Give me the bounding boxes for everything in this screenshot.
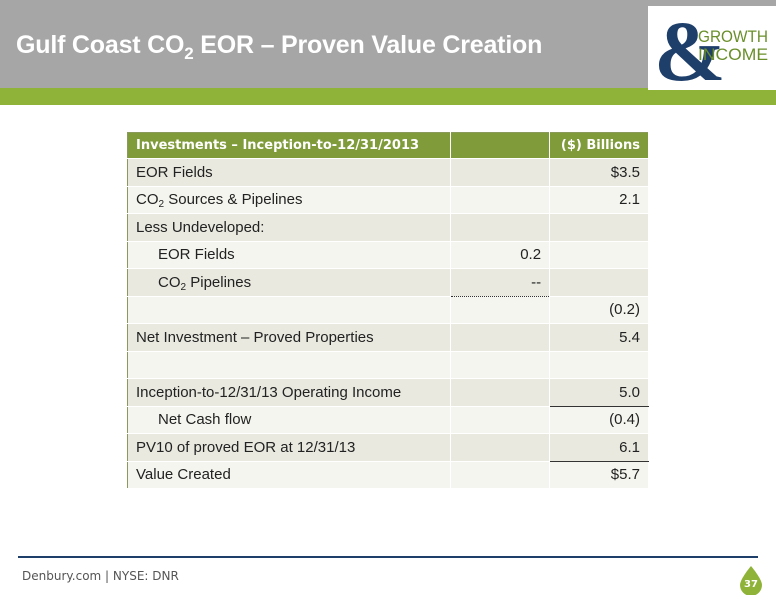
row-label-part: CO (158, 273, 181, 291)
table-header-row: Investments – Inception-to-12/31/2013 ($… (127, 132, 649, 159)
row-value: (0.4) (549, 406, 649, 434)
row-mid-value (450, 158, 551, 187)
row-label: Net Cash flow (127, 406, 452, 434)
row-value: $3.5 (549, 158, 649, 187)
row-mid-value (450, 406, 551, 434)
row-label: EOR Fields (127, 158, 452, 187)
table-row: Net Investment – Proved Properties 5.4 (127, 323, 649, 352)
row-label-part: Pipelines (186, 273, 252, 291)
header-unit: ($) Billions (549, 132, 649, 159)
row-value: 5.0 (549, 378, 649, 407)
row-label: EOR Fields (127, 241, 452, 269)
row-label: PV10 of proved EOR at 12/31/13 (127, 433, 452, 462)
title-part-2: EOR – Proven Value Creation (193, 31, 543, 59)
row-label-subscript: 2 (180, 281, 187, 293)
header-empty-cell (450, 132, 551, 159)
header-label: Investments – Inception-to-12/31/2013 (127, 132, 452, 159)
footer-text: Denbury.com | NYSE: DNR (22, 569, 179, 583)
table-row (127, 351, 649, 379)
page-number-badge: 37 (737, 565, 765, 596)
page-number: 37 (744, 579, 758, 590)
footer-divider (18, 556, 758, 558)
row-label: Less Undeveloped: (127, 213, 452, 242)
row-value: (0.2) (549, 296, 649, 324)
table-row: (0.2) (127, 296, 649, 324)
row-value (549, 241, 649, 269)
table-row: Less Undeveloped: (127, 213, 649, 242)
row-label: Value Created (127, 461, 452, 489)
row-label (127, 351, 452, 379)
title-part-1: Gulf Coast CO (16, 31, 185, 59)
row-mid-value: -- (450, 268, 551, 297)
row-label: Inception-to-12/31/13 Operating Income (127, 378, 452, 407)
title-subscript: 2 (184, 44, 194, 63)
page-title: Gulf Coast CO2 EOR – Proven Value Creati… (16, 31, 543, 63)
row-label: CO2 Sources & Pipelines (127, 186, 452, 214)
table-row: Value Created $5.7 (127, 461, 649, 489)
table-row: CO2 Pipelines -- (127, 268, 649, 297)
table-row: CO2 Sources & Pipelines 2.1 (127, 186, 649, 214)
row-value (549, 351, 649, 379)
row-label-subscript: 2 (158, 199, 165, 211)
ampersand-logo-glyph: & (654, 6, 726, 90)
row-label-part: CO (136, 191, 159, 209)
droplet-icon (740, 566, 762, 596)
row-value: $5.7 (549, 461, 649, 489)
growth-income-logo: & GROWTH INCOME (648, 6, 776, 90)
row-label: CO2 Pipelines (127, 268, 452, 297)
row-value: 6.1 (549, 433, 649, 462)
header-bar (0, 0, 776, 88)
row-mid-value (450, 461, 551, 489)
row-value (549, 213, 649, 242)
table-row: EOR Fields $3.5 (127, 158, 649, 187)
row-mid-value (450, 351, 551, 379)
row-mid-value (450, 323, 551, 352)
row-mid-value: 0.2 (450, 241, 551, 269)
table-row: Inception-to-12/31/13 Operating Income 5… (127, 378, 649, 407)
investments-table: Investments – Inception-to-12/31/2013 ($… (127, 132, 649, 489)
row-mid-value (450, 378, 551, 407)
row-mid-value (450, 296, 551, 324)
table-row: PV10 of proved EOR at 12/31/13 6.1 (127, 433, 649, 462)
row-value: 2.1 (549, 186, 649, 214)
logo-text-income: INCOME (698, 45, 768, 64)
row-value (549, 268, 649, 297)
header-accent-stripe (0, 88, 776, 105)
logo-text-growth: GROWTH (698, 27, 768, 46)
row-label-part: Sources & Pipelines (164, 191, 303, 209)
row-label (127, 296, 452, 324)
table-row: Net Cash flow (0.4) (127, 406, 649, 434)
row-value: 5.4 (549, 323, 649, 352)
row-mid-value (450, 433, 551, 462)
row-mid-value (450, 213, 551, 242)
row-label: Net Investment – Proved Properties (127, 323, 452, 352)
table-row: EOR Fields 0.2 (127, 241, 649, 269)
row-mid-value (450, 186, 551, 214)
